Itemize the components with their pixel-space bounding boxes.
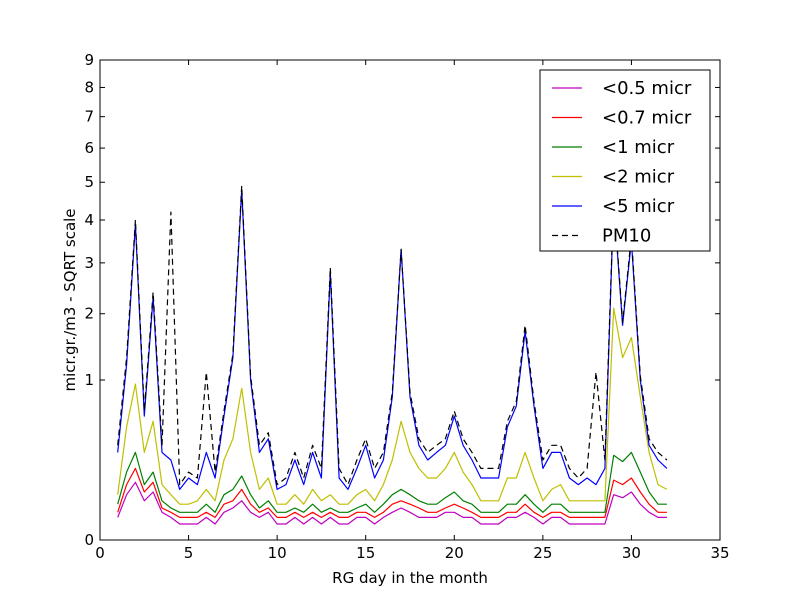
x-tick-label: 0 [95,544,105,562]
y-tick-label: 8 [84,78,94,96]
x-tick-label: 35 [710,544,729,562]
legend-label: <2 micr [602,167,675,188]
legend-label: PM10 [602,226,651,247]
y-tick-label: 3 [84,254,94,272]
plot-area [117,185,668,525]
x-tick-label: 20 [445,544,464,562]
legend-label: <1 micr [602,137,675,158]
series-line [117,451,667,513]
x-tick-label: 10 [268,544,287,562]
x-tick-label: 15 [356,544,375,562]
plot-frame [99,59,721,541]
series-line [117,467,667,518]
series-line [117,481,667,525]
y-tick-label: 7 [84,108,94,126]
series-line [117,307,668,505]
x-axis: 0 5 10 15 20 25 30 35 [95,60,730,562]
y-tick-label: 6 [84,139,94,157]
y-axis: 0 1 2 3 4 5 6 7 8 9 [84,51,720,549]
series-line [117,188,668,490]
legend-box [539,69,711,252]
y-tick-label: 2 [84,305,94,323]
legend-label: <0.5 micr [602,78,692,99]
legend-label: <0.7 micr [602,108,692,129]
y-tick-label: 4 [84,211,94,229]
x-tick-label: 30 [622,544,641,562]
y-axis-label: micr.gr./m3 - SQRT scale [61,208,79,391]
y-tick-label: 5 [84,173,94,191]
x-tick-label: 25 [533,544,552,562]
legend-label: <5 micr [602,196,675,217]
y-tick-label: 1 [84,371,94,389]
x-tick-label: 5 [184,544,194,562]
y-tick-label: 0 [84,531,94,549]
legend: <0.5 micr <0.7 micr <1 micr <2 micr <5 micr P… [539,69,711,252]
x-axis-label: RG day in the month [332,569,488,587]
series-line [117,185,668,486]
y-tick-label: 9 [84,51,94,69]
